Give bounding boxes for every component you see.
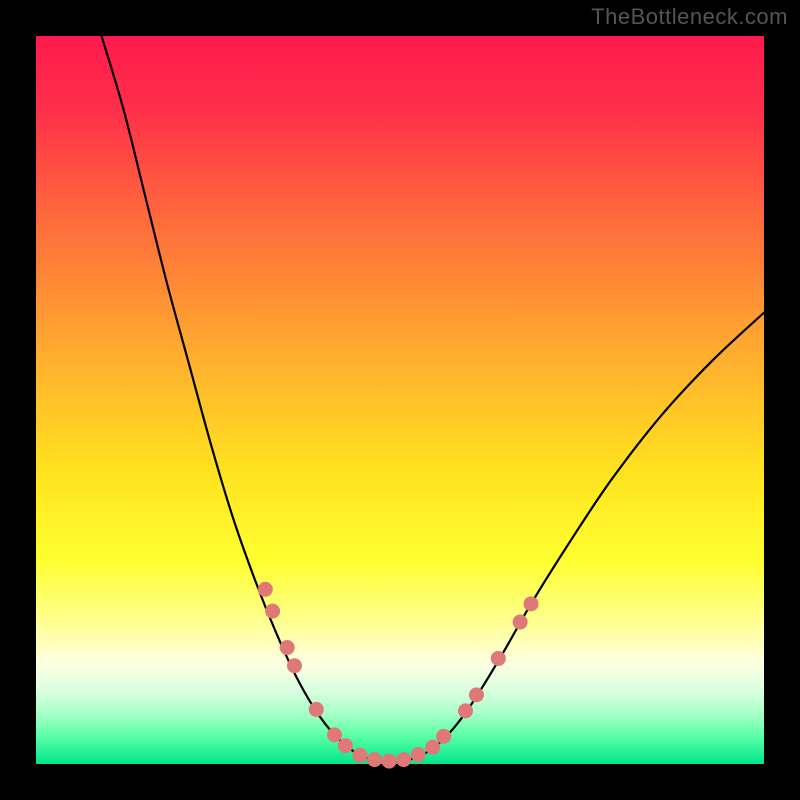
data-marker [425,740,440,755]
data-marker [327,727,342,742]
data-marker [338,738,353,753]
data-marker [524,596,539,611]
data-marker [491,651,506,666]
data-marker [367,752,382,767]
data-marker [287,658,302,673]
data-marker [436,729,451,744]
data-marker [309,702,324,717]
data-marker [280,640,295,655]
bottleneck-chart [0,0,800,800]
data-marker [469,687,484,702]
data-marker [513,615,528,630]
data-marker [352,748,367,763]
data-marker [265,604,280,619]
data-marker [258,582,273,597]
data-marker [458,703,473,718]
data-marker [411,747,426,762]
data-marker [382,754,397,769]
watermark-text: TheBottleneck.com [591,4,788,30]
data-marker [396,752,411,767]
plot-gradient-background [36,36,764,764]
